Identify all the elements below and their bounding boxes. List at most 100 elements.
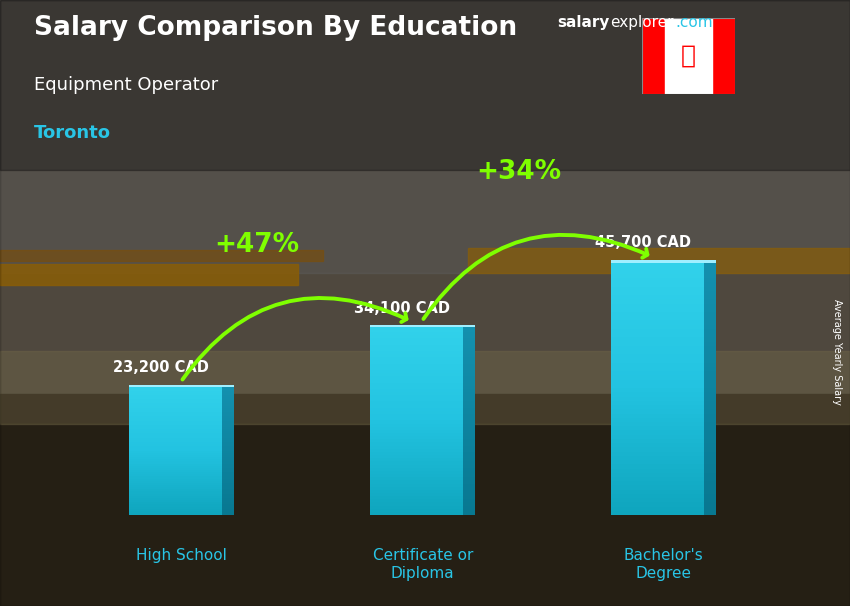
Bar (370, 484, 463, 487)
Bar (711, 18, 735, 94)
Text: +34%: +34% (477, 159, 562, 185)
Bar (222, 507, 235, 508)
Bar (463, 338, 475, 341)
Bar (129, 423, 222, 425)
Bar (129, 414, 222, 416)
Bar (129, 453, 222, 455)
Bar (611, 460, 704, 464)
Bar (129, 491, 222, 494)
Bar (129, 459, 222, 461)
Bar (222, 474, 235, 476)
Bar (704, 367, 717, 371)
Bar (704, 502, 717, 507)
Bar (704, 363, 717, 367)
Bar (463, 493, 475, 496)
Bar (370, 335, 463, 338)
Bar (704, 447, 717, 451)
Bar (129, 408, 222, 410)
Bar (611, 477, 704, 481)
Bar (370, 395, 463, 398)
Bar (370, 370, 463, 373)
Bar (222, 386, 235, 388)
Text: Certificate or
Diploma: Certificate or Diploma (372, 548, 473, 581)
Bar (222, 390, 235, 393)
Bar (611, 430, 704, 435)
Text: Equipment Operator: Equipment Operator (34, 76, 218, 94)
Bar (463, 417, 475, 421)
Bar (129, 507, 222, 508)
Bar (222, 491, 235, 494)
Bar (463, 389, 475, 392)
Bar (665, 18, 711, 94)
Bar (611, 342, 704, 346)
Text: .com: .com (675, 15, 712, 30)
Bar (611, 439, 704, 443)
Bar (129, 476, 222, 479)
Bar (463, 430, 475, 433)
Bar (704, 485, 717, 490)
Bar (222, 459, 235, 461)
Bar (611, 481, 704, 485)
Bar (370, 439, 463, 442)
Bar (463, 395, 475, 398)
Bar (704, 371, 717, 376)
Text: 🍁: 🍁 (681, 43, 696, 67)
Bar (370, 364, 463, 367)
Bar (611, 363, 704, 367)
Bar (704, 481, 717, 485)
Bar (611, 435, 704, 439)
Bar (704, 350, 717, 355)
Bar (222, 399, 235, 401)
Bar (222, 393, 235, 395)
Bar (129, 433, 222, 436)
Bar (611, 270, 704, 274)
Bar (704, 282, 717, 287)
Bar (222, 481, 235, 483)
Bar (129, 393, 222, 395)
Bar (129, 386, 222, 388)
Bar (611, 409, 704, 413)
Bar (129, 399, 222, 401)
Bar (704, 388, 717, 393)
Bar (222, 436, 235, 438)
Bar (222, 502, 235, 504)
Bar (370, 367, 463, 370)
Bar (370, 348, 463, 351)
Bar (611, 405, 704, 409)
Bar (222, 468, 235, 470)
Bar (611, 367, 704, 371)
Bar (704, 498, 717, 502)
Bar (463, 354, 475, 358)
Bar (370, 487, 463, 490)
Bar (222, 511, 235, 513)
Bar (370, 424, 463, 427)
Bar (129, 418, 222, 421)
Bar (222, 483, 235, 485)
Text: Salary Comparison By Education: Salary Comparison By Education (34, 15, 517, 41)
Bar (222, 453, 235, 455)
Bar (370, 468, 463, 471)
Bar (611, 401, 704, 405)
Bar (370, 427, 463, 430)
Bar (704, 405, 717, 409)
Bar (370, 493, 463, 496)
Bar (463, 341, 475, 345)
Bar (704, 468, 717, 473)
Bar (129, 405, 222, 408)
Bar (463, 421, 475, 424)
Bar (611, 376, 704, 380)
Bar (463, 329, 475, 332)
Bar (611, 261, 704, 265)
Bar (222, 427, 235, 429)
Bar (463, 373, 475, 376)
Bar (611, 511, 704, 515)
Bar (129, 395, 222, 397)
Bar (370, 433, 463, 436)
Bar (370, 430, 463, 433)
Bar (370, 421, 463, 424)
Bar (129, 447, 222, 448)
Bar (222, 472, 235, 474)
Bar (129, 390, 222, 393)
Bar (611, 355, 704, 359)
Bar (463, 436, 475, 439)
